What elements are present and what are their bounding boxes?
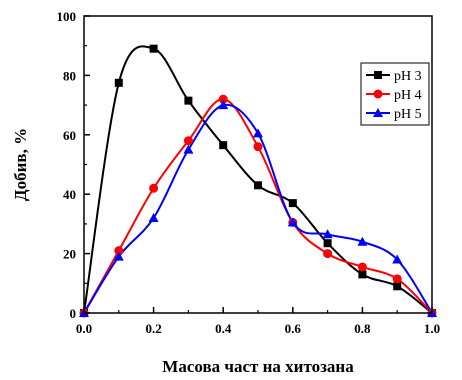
data-point-ph-3 (219, 141, 228, 150)
data-point-ph-5 (357, 236, 368, 246)
data-point-ph-3 (393, 282, 402, 291)
data-point-ph-3 (323, 239, 332, 248)
y-tick-label: 80 (63, 68, 76, 83)
x-tick-label: 0.0 (76, 321, 92, 336)
y-tick-label: 60 (63, 128, 76, 143)
data-point-ph-4 (253, 142, 263, 152)
data-point-ph-3 (358, 270, 367, 279)
y-axis-title: Добив, % (11, 128, 30, 201)
data-point-ph-3 (114, 78, 123, 87)
y-tick-label: 0 (70, 306, 77, 321)
legend-label-ph-4: pH 4 (394, 88, 422, 103)
x-tick-label: 1.0 (424, 321, 440, 336)
legend-label-ph-5: pH 5 (394, 107, 422, 122)
legend-label-ph-3: pH 3 (394, 69, 422, 84)
data-point-ph-4 (392, 274, 402, 284)
plot-frame (83, 15, 433, 314)
legend-marker-ph-3 (374, 71, 382, 79)
y-tick-label: 20 (63, 247, 76, 262)
data-point-ph-5 (322, 229, 333, 239)
data-point-ph-3 (184, 96, 193, 105)
data-point-ph-5 (113, 251, 124, 261)
data-point-ph-3 (149, 44, 158, 53)
axis-ticks (83, 15, 433, 314)
x-axis-title: Масова част на хитозана (162, 357, 354, 376)
data-point-ph-5 (392, 254, 403, 264)
data-point-ph-4 (114, 246, 124, 256)
legend-marker-ph-4 (373, 89, 383, 99)
x-tick-label: 0.2 (145, 321, 161, 336)
data-point-ph-3 (254, 181, 262, 190)
data-point-ph-4 (218, 94, 228, 104)
data-point-ph-4 (323, 249, 333, 259)
series-markers (79, 44, 437, 318)
data-point-ph-4 (149, 183, 159, 193)
data-point-ph-4 (183, 136, 193, 146)
x-tick-labels: 0.0 0.2 0.4 0.6 0.8 1.0 (76, 321, 440, 336)
legend: pH 3 pH 4 pH 5 (360, 62, 430, 126)
data-point-ph-5 (287, 217, 298, 227)
y-tick-labels: 0 20 40 60 80 100 (57, 9, 77, 321)
data-point-ph-3 (288, 199, 297, 208)
data-point-ph-4 (357, 262, 367, 272)
legend-marker-ph-5 (373, 108, 383, 117)
x-tick-label: 0.8 (354, 321, 371, 336)
x-tick-label: 0.6 (285, 321, 302, 336)
data-point-ph-5 (253, 128, 263, 138)
y-tick-label: 100 (57, 9, 77, 24)
data-point-ph-5 (148, 212, 159, 222)
data-point-ph-5 (218, 100, 229, 110)
x-tick-label: 0.4 (215, 321, 232, 336)
data-point-ph-5 (183, 144, 194, 154)
y-tick-label: 40 (63, 187, 76, 202)
